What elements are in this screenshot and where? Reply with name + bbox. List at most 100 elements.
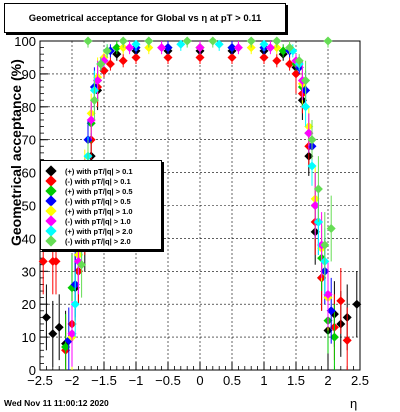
y-tick-label: 90 bbox=[22, 67, 36, 82]
data-point bbox=[208, 36, 218, 46]
data-point bbox=[301, 102, 311, 112]
data-point bbox=[96, 59, 106, 69]
data-point bbox=[259, 39, 269, 49]
legend-entry: (-) with pT/|q| > 0.5 bbox=[41, 195, 131, 207]
data-point bbox=[48, 329, 58, 339]
data-point bbox=[342, 335, 352, 345]
chart-title: Geometrical acceptance for Global vs η a… bbox=[4, 3, 286, 33]
data-point bbox=[195, 52, 205, 62]
x-tick-label: −2.5 bbox=[27, 373, 53, 388]
data-point bbox=[285, 59, 295, 69]
y-tick-label: 80 bbox=[22, 100, 36, 115]
data-point bbox=[163, 43, 173, 53]
legend-entry: (-) with pT/|q| > 2.0 bbox=[41, 235, 131, 247]
data-point bbox=[307, 161, 317, 171]
x-axis-label: η bbox=[350, 396, 358, 411]
legend-label: (+) with pT/|q| > 0.1 bbox=[65, 166, 133, 176]
data-point bbox=[291, 69, 301, 79]
legend-marker bbox=[45, 235, 57, 247]
data-point bbox=[112, 43, 122, 53]
x-tick-label: 2.5 bbox=[351, 373, 369, 388]
data-point bbox=[227, 43, 237, 53]
data-point bbox=[51, 256, 61, 266]
data-point bbox=[131, 39, 141, 49]
y-tick-label: 20 bbox=[22, 297, 36, 312]
data-point bbox=[93, 75, 103, 85]
data-point bbox=[102, 46, 112, 56]
data-point bbox=[320, 240, 330, 250]
legend-label: (+) with pT/|q| > 2.0 bbox=[65, 226, 133, 236]
data-point bbox=[86, 115, 96, 125]
legend-label: (-) with pT/|q| > 2.0 bbox=[65, 236, 131, 246]
data-point bbox=[125, 43, 135, 53]
data-point bbox=[144, 36, 154, 46]
legend-label: (-) with pT/|q| > 1.0 bbox=[65, 216, 131, 226]
data-point bbox=[307, 135, 317, 145]
y-tick-label: 0 bbox=[29, 363, 36, 378]
x-tick-label: 0 bbox=[196, 373, 203, 388]
data-point bbox=[301, 75, 311, 85]
data-point bbox=[54, 322, 64, 332]
data-point bbox=[272, 36, 282, 46]
timestamp-footer: Wed Nov 11 11:00:12 2020 bbox=[4, 398, 109, 408]
y-tick-label: 70 bbox=[22, 133, 36, 148]
data-point bbox=[176, 39, 186, 49]
data-point bbox=[265, 43, 275, 53]
y-tick-label: 60 bbox=[22, 166, 36, 181]
data-point bbox=[246, 36, 256, 46]
data-point bbox=[77, 260, 87, 270]
y-tick-label: 50 bbox=[22, 199, 36, 214]
data-point bbox=[83, 36, 93, 46]
data-point bbox=[38, 256, 48, 266]
y-tick-label: 100 bbox=[14, 34, 36, 49]
data-point bbox=[89, 95, 99, 105]
data-point bbox=[41, 312, 51, 322]
data-point bbox=[326, 224, 336, 234]
data-point bbox=[323, 289, 333, 299]
data-point bbox=[272, 56, 282, 66]
data-point bbox=[61, 342, 71, 352]
data-point bbox=[70, 299, 80, 309]
legend-entry: (+) with pT/|q| > 1.0 bbox=[41, 205, 133, 217]
data-point bbox=[326, 306, 336, 316]
y-tick-label: 10 bbox=[22, 330, 36, 345]
data-point bbox=[99, 66, 109, 76]
data-point bbox=[144, 43, 154, 53]
data-point bbox=[310, 201, 320, 210]
x-tick-label: −1.5 bbox=[91, 373, 117, 388]
data-point bbox=[352, 299, 362, 309]
x-tick-label: −0.5 bbox=[155, 373, 181, 388]
data-point bbox=[313, 184, 323, 194]
legend-label: (+) with pT/|q| > 1.0 bbox=[65, 206, 133, 216]
legend-entry: (+) with pT/|q| > 0.1 bbox=[41, 165, 133, 177]
legend-entry: (-) with pT/|q| > 1.0 bbox=[41, 215, 131, 227]
data-point bbox=[278, 46, 288, 56]
data-point bbox=[329, 332, 339, 342]
legend-label: (-) with pT/|q| > 0.5 bbox=[65, 196, 131, 206]
data-point bbox=[336, 296, 346, 306]
data-point bbox=[304, 128, 314, 138]
data-point bbox=[272, 43, 282, 53]
data-point bbox=[285, 43, 295, 53]
data-point bbox=[131, 52, 141, 62]
x-tick-label: 1 bbox=[260, 373, 267, 388]
data-point bbox=[227, 52, 237, 62]
data-point bbox=[246, 43, 256, 53]
legend-entry: (+) with pT/|q| > 2.0 bbox=[41, 225, 133, 237]
legend-entry: (+) with pT/|q| > 0.5 bbox=[41, 185, 133, 197]
x-tick-label: 1.5 bbox=[287, 373, 305, 388]
data-point bbox=[157, 43, 167, 53]
y-tick-label: 30 bbox=[22, 264, 36, 279]
x-tick-label: −1 bbox=[129, 373, 144, 388]
data-point bbox=[105, 59, 115, 69]
legend-entry: (-) with pT/|q| > 0.1 bbox=[41, 175, 131, 187]
data-point bbox=[323, 36, 333, 46]
data-point bbox=[67, 329, 77, 339]
legend: (+) with pT/|q| > 0.1 (-) with pT/|q| > 0… bbox=[40, 160, 162, 250]
data-point bbox=[118, 56, 128, 66]
data-point bbox=[294, 56, 304, 66]
data-point bbox=[259, 52, 269, 62]
x-tick-label: −2 bbox=[65, 373, 80, 388]
